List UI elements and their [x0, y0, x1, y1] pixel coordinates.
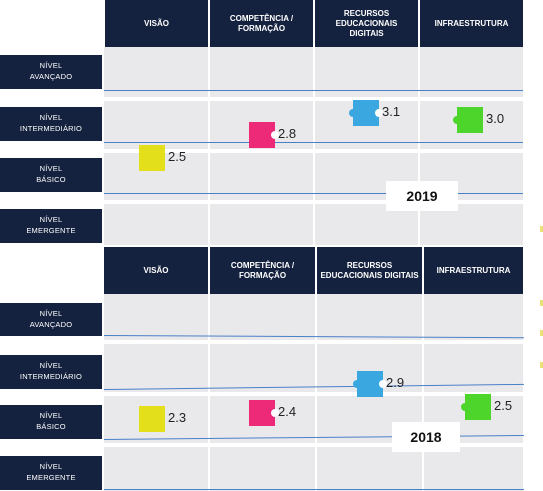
puzzle-marker-infraestrutura	[461, 394, 491, 420]
year-label-2018: 2018	[392, 422, 460, 452]
puzzle-marker-visao	[139, 405, 165, 432]
column-header-visao: VISÃO	[105, 0, 208, 47]
edge-mark	[540, 226, 543, 232]
value-label-visao: 2.5	[168, 148, 187, 164]
column-header-recursos: RECURSOS EDUCACIONAIS DIGITAIS	[317, 247, 422, 294]
value-label-infraestrutura: 3.0	[486, 111, 505, 126]
chart-panel-2018: VISÃO COMPETÊNCIA / FORMAÇÃO RECURSOS ED…	[0, 247, 543, 491]
puzzle-marker-visao	[139, 144, 165, 171]
value-label-recursos: 3.1	[382, 103, 401, 119]
puzzle-tab	[353, 379, 361, 388]
chart-panel-2019: VISÃO COMPETÊNCIA / FORMAÇÃO RECURSOS ED…	[0, 0, 543, 245]
value-label-recursos: 2.9	[386, 374, 405, 390]
year-label-2019: 2019	[386, 181, 458, 211]
puzzle-tab	[453, 116, 461, 124]
puzzle-marker-competencia	[249, 122, 279, 148]
column-header-competencia: COMPETÊNCIA / FORMAÇÃO	[210, 247, 315, 294]
row-header-avancado: NÍVEL AVANÇADO	[0, 303, 102, 336]
column-divider	[313, 47, 315, 245]
puzzle-marker-recursos	[349, 99, 383, 126]
value-label-competencia: 2.8	[278, 126, 297, 141]
column-divider	[422, 294, 424, 491]
puzzle-tab	[349, 108, 357, 117]
puzzle-tab	[375, 108, 383, 117]
puzzle-marker-recursos	[353, 370, 387, 397]
level-line	[104, 489, 524, 490]
row-header-intermediario: NÍVEL INTERMEDIÁRIO	[0, 355, 102, 389]
puzzle-tab	[271, 131, 279, 139]
column-header-infraestrutura: INFRAESTRUTURA	[424, 247, 523, 294]
column-header-visao: VISÃO	[104, 247, 208, 294]
column-header-competencia: COMPETÊNCIA / FORMAÇÃO	[210, 0, 313, 47]
column-divider	[418, 47, 420, 245]
edge-mark	[540, 362, 543, 368]
puzzle-marker-competencia	[249, 399, 279, 426]
row-header-intermediario: NÍVEL INTERMEDIÁRIO	[0, 107, 102, 141]
puzzle-tab	[271, 408, 279, 417]
puzzle-marker-infraestrutura	[453, 107, 483, 133]
level-line	[104, 193, 523, 194]
level-line	[104, 142, 523, 143]
row-separator	[104, 392, 523, 396]
column-header-infraestrutura: INFRAESTRUTURA	[420, 0, 523, 47]
level-line	[104, 90, 523, 91]
puzzle-tab	[461, 403, 469, 411]
column-header-recursos: RECURSOS EDUCACIONAIS DIGITAIS	[315, 0, 418, 47]
column-divider	[208, 47, 210, 245]
value-label-competencia: 2.4	[278, 403, 297, 419]
row-separator	[104, 340, 523, 344]
value-label-visao: 2.3	[168, 409, 187, 425]
column-divider	[208, 294, 210, 491]
puzzle-tab	[379, 379, 387, 388]
row-separator	[104, 443, 523, 447]
column-divider	[315, 294, 317, 491]
row-header-emergente: NÍVEL EMERGENTE	[0, 456, 102, 490]
edge-mark	[540, 300, 543, 306]
value-label-infraestrutura: 2.5	[494, 398, 513, 413]
edge-mark	[540, 330, 543, 336]
row-header-avancado: NÍVEL AVANÇADO	[0, 55, 102, 89]
row-header-basico: NÍVEL BÁSICO	[0, 405, 102, 439]
row-header-basico: NÍVEL BÁSICO	[0, 158, 102, 192]
row-header-emergente: NÍVEL EMERGENTE	[0, 209, 102, 243]
